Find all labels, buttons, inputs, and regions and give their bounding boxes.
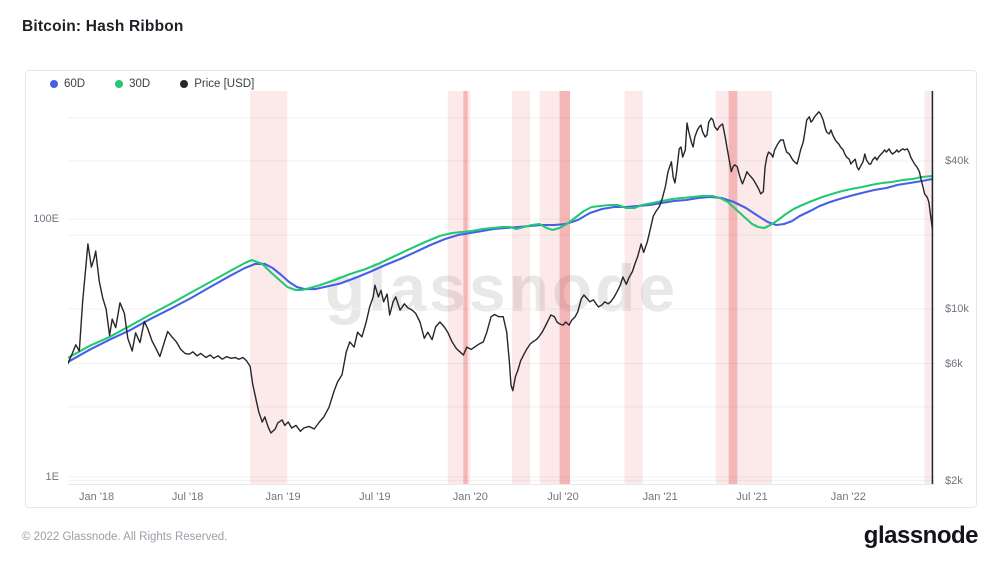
legend-dot-icon <box>115 80 124 88</box>
legend-dot-icon <box>180 80 189 88</box>
plot-area[interactable]: glassnode Jan '18 Jul '18 Jan '19 Jul '19 Ja… <box>33 91 969 503</box>
chart-svg[interactable] <box>68 91 935 484</box>
page-title: Bitcoin: Hash Ribbon <box>22 18 184 35</box>
x-axis-tick-label: Jan '22 <box>830 491 866 503</box>
capitulation-band-light <box>250 91 288 484</box>
capitulation-band-light <box>624 91 643 484</box>
legend-label: 60D <box>64 78 86 90</box>
capitulation-band-light <box>539 91 570 484</box>
right-axis-tick-label: $2k <box>945 474 963 487</box>
legend-item-60d[interactable]: 60D <box>50 78 85 90</box>
chart-card: 60D 30D Price [USD] glassnode Jan '18 Jul '… <box>25 70 977 508</box>
legend-dot-icon <box>50 80 58 88</box>
glassnode-logo: glassnode <box>863 522 979 549</box>
series-line-60d <box>68 177 934 363</box>
capitulation-band-dark <box>559 91 570 484</box>
capitulation-band-light <box>924 91 931 484</box>
x-axis-tick-label: Jan '20 <box>452 491 488 503</box>
capitulation-band-light <box>447 91 471 484</box>
x-axis-tick-label: Jul '19 <box>359 491 391 503</box>
x-axis-tick-label: Jan '18 <box>79 491 115 503</box>
left-axis-tick-label: 1E <box>45 471 59 483</box>
x-axis-tick-label: Jul '20 <box>547 491 579 503</box>
right-axis-tick-label: $6k <box>945 357 963 370</box>
copyright-text: © 2022 Glassnode. All Rights Reserved. <box>22 531 228 543</box>
legend-item-price-usd[interactable]: Price [USD] <box>180 78 254 90</box>
x-axis-tick-label: Jan '21 <box>642 491 678 503</box>
legend-label: 30D <box>129 78 151 90</box>
legend-item-30d[interactable]: 30D <box>115 78 150 90</box>
x-axis-tick-label: Jan '19 <box>265 491 301 503</box>
legend-label: Price [USD] <box>194 78 255 90</box>
right-axis-tick-label: $10k <box>945 303 969 315</box>
chart-legend: 60D 30D Price [USD] <box>50 78 254 90</box>
x-axis-tick-label: Jul '21 <box>736 491 768 503</box>
watermark: glassnode <box>324 250 679 325</box>
capitulation-band-dark <box>728 91 738 484</box>
capitulation-band-dark <box>463 91 468 484</box>
left-axis-tick-label: 100E <box>33 213 59 225</box>
capitulation-band-light <box>511 91 531 484</box>
series-line-30d <box>68 174 934 359</box>
series-line-price-usd <box>68 111 934 434</box>
x-axis-tick-label: Jul '18 <box>171 491 204 503</box>
capitulation-band-light <box>715 91 773 484</box>
right-axis-tick-label: $40k <box>945 155 969 167</box>
